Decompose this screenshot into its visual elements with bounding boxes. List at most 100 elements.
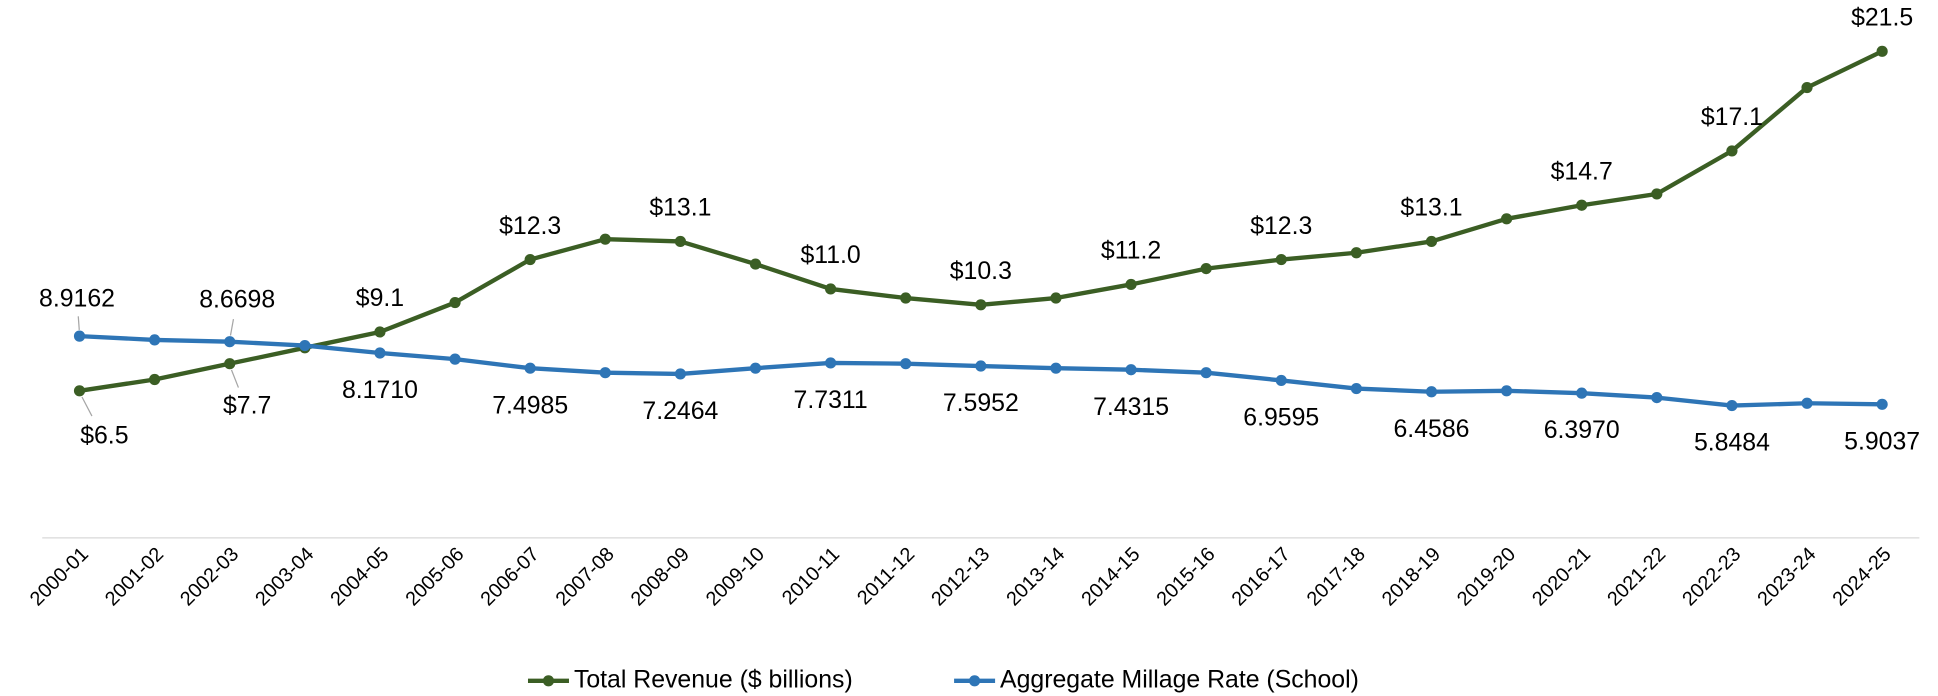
point-marker xyxy=(1651,188,1663,200)
legend-marker xyxy=(542,675,555,687)
point-marker xyxy=(1350,247,1362,259)
point-marker xyxy=(1200,263,1212,275)
point-marker xyxy=(449,353,461,365)
x-tick-label: 2014-15 xyxy=(1077,543,1144,610)
x-tick-label: 2004-05 xyxy=(326,543,393,610)
data-label: $12.3 xyxy=(499,213,561,240)
leader-line xyxy=(229,319,235,336)
x-tick-label: 2016-17 xyxy=(1228,543,1295,610)
leader-line xyxy=(230,369,240,388)
data-label: 6.3970 xyxy=(1544,417,1620,444)
data-label: $13.1 xyxy=(649,195,711,222)
legend-label: Aggregate Millage Rate (School) xyxy=(1000,666,1359,693)
point-marker xyxy=(674,368,686,380)
point-marker xyxy=(1876,45,1888,57)
point-marker xyxy=(900,292,912,304)
point-marker xyxy=(374,326,386,338)
point-marker xyxy=(149,373,161,386)
x-tick-label: 2017-18 xyxy=(1303,543,1370,610)
x-tick-label: 2024-25 xyxy=(1829,543,1896,610)
point-marker xyxy=(749,362,762,374)
point-marker xyxy=(1425,235,1438,248)
point-marker xyxy=(299,339,311,352)
data-label: 5.9037 xyxy=(1844,428,1920,455)
point-marker xyxy=(1726,145,1738,157)
point-marker xyxy=(73,385,86,397)
point-marker xyxy=(599,233,611,245)
point-marker xyxy=(1726,399,1738,412)
point-marker xyxy=(975,360,987,372)
data-label: $6.5 xyxy=(80,422,128,449)
data-label: 8.9162 xyxy=(39,286,115,313)
x-tick-label: 2005-06 xyxy=(401,543,468,610)
point-marker xyxy=(900,358,912,370)
x-tick-label: 2023-24 xyxy=(1753,543,1820,610)
x-tick-label: 2006-07 xyxy=(477,543,544,610)
data-label: 7.2464 xyxy=(642,398,718,425)
series-line xyxy=(79,49,1884,393)
point-marker xyxy=(149,334,161,346)
data-label: $9.1 xyxy=(356,285,404,312)
point-marker xyxy=(749,258,762,270)
point-marker xyxy=(1050,362,1062,374)
data-label: 7.4985 xyxy=(492,392,568,419)
point-marker xyxy=(1801,81,1813,94)
data-label: $11.0 xyxy=(800,242,860,269)
point-marker xyxy=(1801,397,1813,409)
data-label: $14.7 xyxy=(1551,158,1613,185)
point-marker xyxy=(524,362,536,374)
point-marker xyxy=(524,253,536,266)
data-label: 6.4586 xyxy=(1394,416,1470,443)
data-label: $11.2 xyxy=(1101,238,1161,265)
point-marker xyxy=(1651,392,1663,404)
x-tick-label: 2008-09 xyxy=(627,543,694,610)
point-marker xyxy=(1050,292,1062,304)
point-marker xyxy=(1275,374,1287,387)
data-label: 7.5952 xyxy=(943,390,1019,417)
point-marker xyxy=(1200,367,1212,379)
x-tick-label: 2011-12 xyxy=(853,543,919,609)
point-marker xyxy=(599,367,611,379)
data-label: 8.6698 xyxy=(199,286,275,313)
leader-line xyxy=(81,396,93,417)
data-label: 8.1710 xyxy=(342,377,418,404)
x-tick-label: 2010-11 xyxy=(778,543,844,609)
point-marker xyxy=(825,283,837,295)
point-marker xyxy=(1876,398,1888,410)
x-tick-label: 2012-13 xyxy=(927,543,994,610)
point-marker xyxy=(224,358,236,370)
point-marker xyxy=(374,347,386,359)
data-label: $21.5 xyxy=(1851,5,1913,32)
point-marker xyxy=(1425,386,1438,398)
x-tick-label: 2013-14 xyxy=(1002,543,1069,610)
x-tick-label: 2019-20 xyxy=(1453,543,1520,610)
data-label: $7.7 xyxy=(223,393,271,420)
point-marker xyxy=(1501,213,1513,225)
point-marker xyxy=(825,357,837,369)
point-marker xyxy=(674,235,686,248)
x-tick-label: 2000-01 xyxy=(26,543,93,610)
leader-line xyxy=(77,316,80,330)
data-label: 6.9595 xyxy=(1243,404,1319,431)
point-marker xyxy=(1350,382,1362,395)
x-tick-label: 2007-08 xyxy=(552,543,619,610)
x-tick-label: 2001-02 xyxy=(101,543,168,610)
point-marker xyxy=(1576,199,1588,211)
legend-label: Total Revenue ($ billions) xyxy=(574,666,853,693)
point-marker xyxy=(1125,364,1137,376)
point-marker xyxy=(449,296,461,309)
point-marker xyxy=(224,336,236,348)
x-tick-label: 2018-19 xyxy=(1378,543,1445,610)
legend-marker xyxy=(969,675,981,687)
point-marker xyxy=(1501,385,1513,397)
data-label: $13.1 xyxy=(1400,195,1462,222)
data-label: 7.7311 xyxy=(794,387,868,414)
x-tick-label: 2020-21 xyxy=(1528,543,1595,610)
point-marker xyxy=(1125,278,1137,291)
data-label: 5.8484 xyxy=(1694,430,1770,457)
x-tick-label: 2015-16 xyxy=(1153,543,1220,610)
x-tick-label: 2003-04 xyxy=(251,543,318,610)
point-marker xyxy=(73,330,86,342)
